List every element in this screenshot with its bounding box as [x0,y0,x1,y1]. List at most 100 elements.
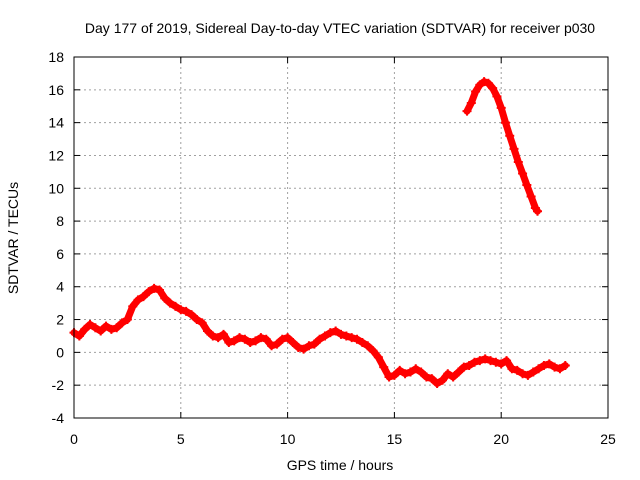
data-point [544,359,554,369]
x-tick-label: 0 [70,431,78,447]
data-point [170,301,180,311]
data-point [85,319,95,329]
x-tick-label: 25 [600,431,616,447]
data-point [488,83,498,93]
y-tick-label: 8 [56,213,64,229]
data-point [336,329,346,339]
data-point [502,356,512,366]
data-point [181,306,191,316]
plot-frame [73,56,609,419]
data-point [208,331,218,341]
y-tick-label: 6 [56,246,64,262]
data-point [138,292,148,302]
y-axis-label: SDTVAR / TECUs [5,182,21,294]
data-point [453,367,463,377]
data-point [331,326,341,336]
data-point [533,206,543,216]
y-tick-label: 0 [56,344,64,360]
data-point [522,180,532,190]
chart-title: Day 177 of 2019, Sidereal Day-to-day VTE… [85,20,595,36]
data-point [373,352,383,362]
data-point [320,331,330,341]
data-point [496,359,506,369]
x-tick-label: 5 [177,431,185,447]
series-segment-1 [69,283,570,389]
data-point [90,323,100,333]
data-point [325,328,335,338]
data-point [448,372,458,382]
data-point [443,369,453,379]
data-point [411,364,421,374]
x-tick-label: 15 [387,431,403,447]
data-point [96,326,106,336]
data-point [160,293,170,303]
data-point [432,379,442,389]
data-point [389,370,399,380]
data-point [560,360,570,370]
data-point [400,369,410,379]
data-point [513,157,523,167]
data-point [486,356,496,366]
data-point [384,372,394,382]
x-tick-labels: 0 5 10 15 20 25 [70,431,616,447]
data-point [395,365,405,375]
data-point [251,336,261,346]
data-point [229,336,239,346]
y-tick-labels: -4 -2 0 2 4 6 8 10 12 14 16 18 [48,49,64,426]
y-tick-label: 10 [48,180,64,196]
y-tick-label: 18 [48,49,64,65]
data-point [272,339,282,349]
y-tick-label: 4 [56,279,64,295]
data-point [106,324,116,334]
data-point [197,318,207,328]
data-point [357,338,367,348]
data-point [149,283,159,293]
x-axis-label: GPS time / hours [287,457,394,473]
data-point [475,356,485,366]
data-point [483,78,493,88]
data-point [405,367,415,377]
data-point [277,334,287,344]
grid-lines [74,57,608,418]
data-point [240,334,250,344]
data-point [470,357,479,367]
data-series [69,77,570,389]
data-point [192,315,202,325]
data-point [507,364,517,374]
data-point [267,341,277,351]
data-point [462,106,472,116]
data-point [539,360,549,370]
data-point [122,315,132,325]
data-point [518,369,528,379]
data-point [293,342,303,352]
data-point [117,318,127,328]
data-point [309,339,319,349]
data-point [505,131,515,141]
y-tick-label: 16 [48,82,64,98]
data-point [363,341,373,351]
data-point [471,86,481,96]
data-point [261,334,271,344]
data-point [256,333,266,343]
data-point [224,338,234,348]
y-tick-label: -4 [52,410,65,426]
data-point [466,98,476,108]
y-tick-label: 2 [56,312,64,328]
data-point [555,364,565,374]
data-point [496,103,506,113]
data-point [154,285,164,295]
data-point [528,367,538,377]
data-point [526,191,536,201]
data-point [203,326,212,336]
x-tick-label: 10 [280,431,296,447]
data-point [464,360,474,370]
y-tick-label: -2 [52,377,65,393]
data-point [512,365,522,375]
data-point [509,144,519,154]
data-point [479,77,489,87]
data-point [347,333,357,343]
data-point [379,362,389,372]
data-point [245,338,255,348]
data-point [341,331,351,341]
